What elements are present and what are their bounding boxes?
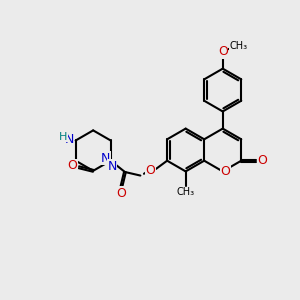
Text: O: O: [258, 154, 268, 167]
Text: CH₃: CH₃: [177, 187, 195, 197]
Text: N: N: [107, 160, 117, 172]
Text: O: O: [146, 164, 155, 177]
Text: O: O: [116, 187, 126, 200]
Text: N: N: [64, 133, 74, 146]
Text: N: N: [100, 152, 110, 165]
Text: H: H: [59, 132, 68, 142]
Text: CH₃: CH₃: [230, 41, 248, 51]
Text: O: O: [218, 45, 228, 58]
Text: O: O: [220, 165, 230, 178]
Text: O: O: [68, 159, 77, 172]
